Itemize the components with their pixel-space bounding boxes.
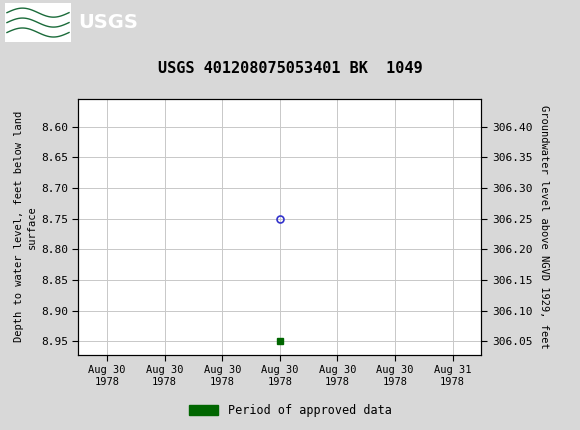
Y-axis label: Groundwater level above NGVD 1929, feet: Groundwater level above NGVD 1929, feet	[539, 105, 549, 349]
Text: USGS 401208075053401 BK  1049: USGS 401208075053401 BK 1049	[158, 61, 422, 76]
Legend: Period of approved data: Period of approved data	[184, 399, 396, 422]
Text: USGS: USGS	[78, 13, 138, 32]
Y-axis label: Depth to water level, feet below land
surface: Depth to water level, feet below land su…	[13, 111, 37, 342]
Bar	[5, 3, 71, 43]
